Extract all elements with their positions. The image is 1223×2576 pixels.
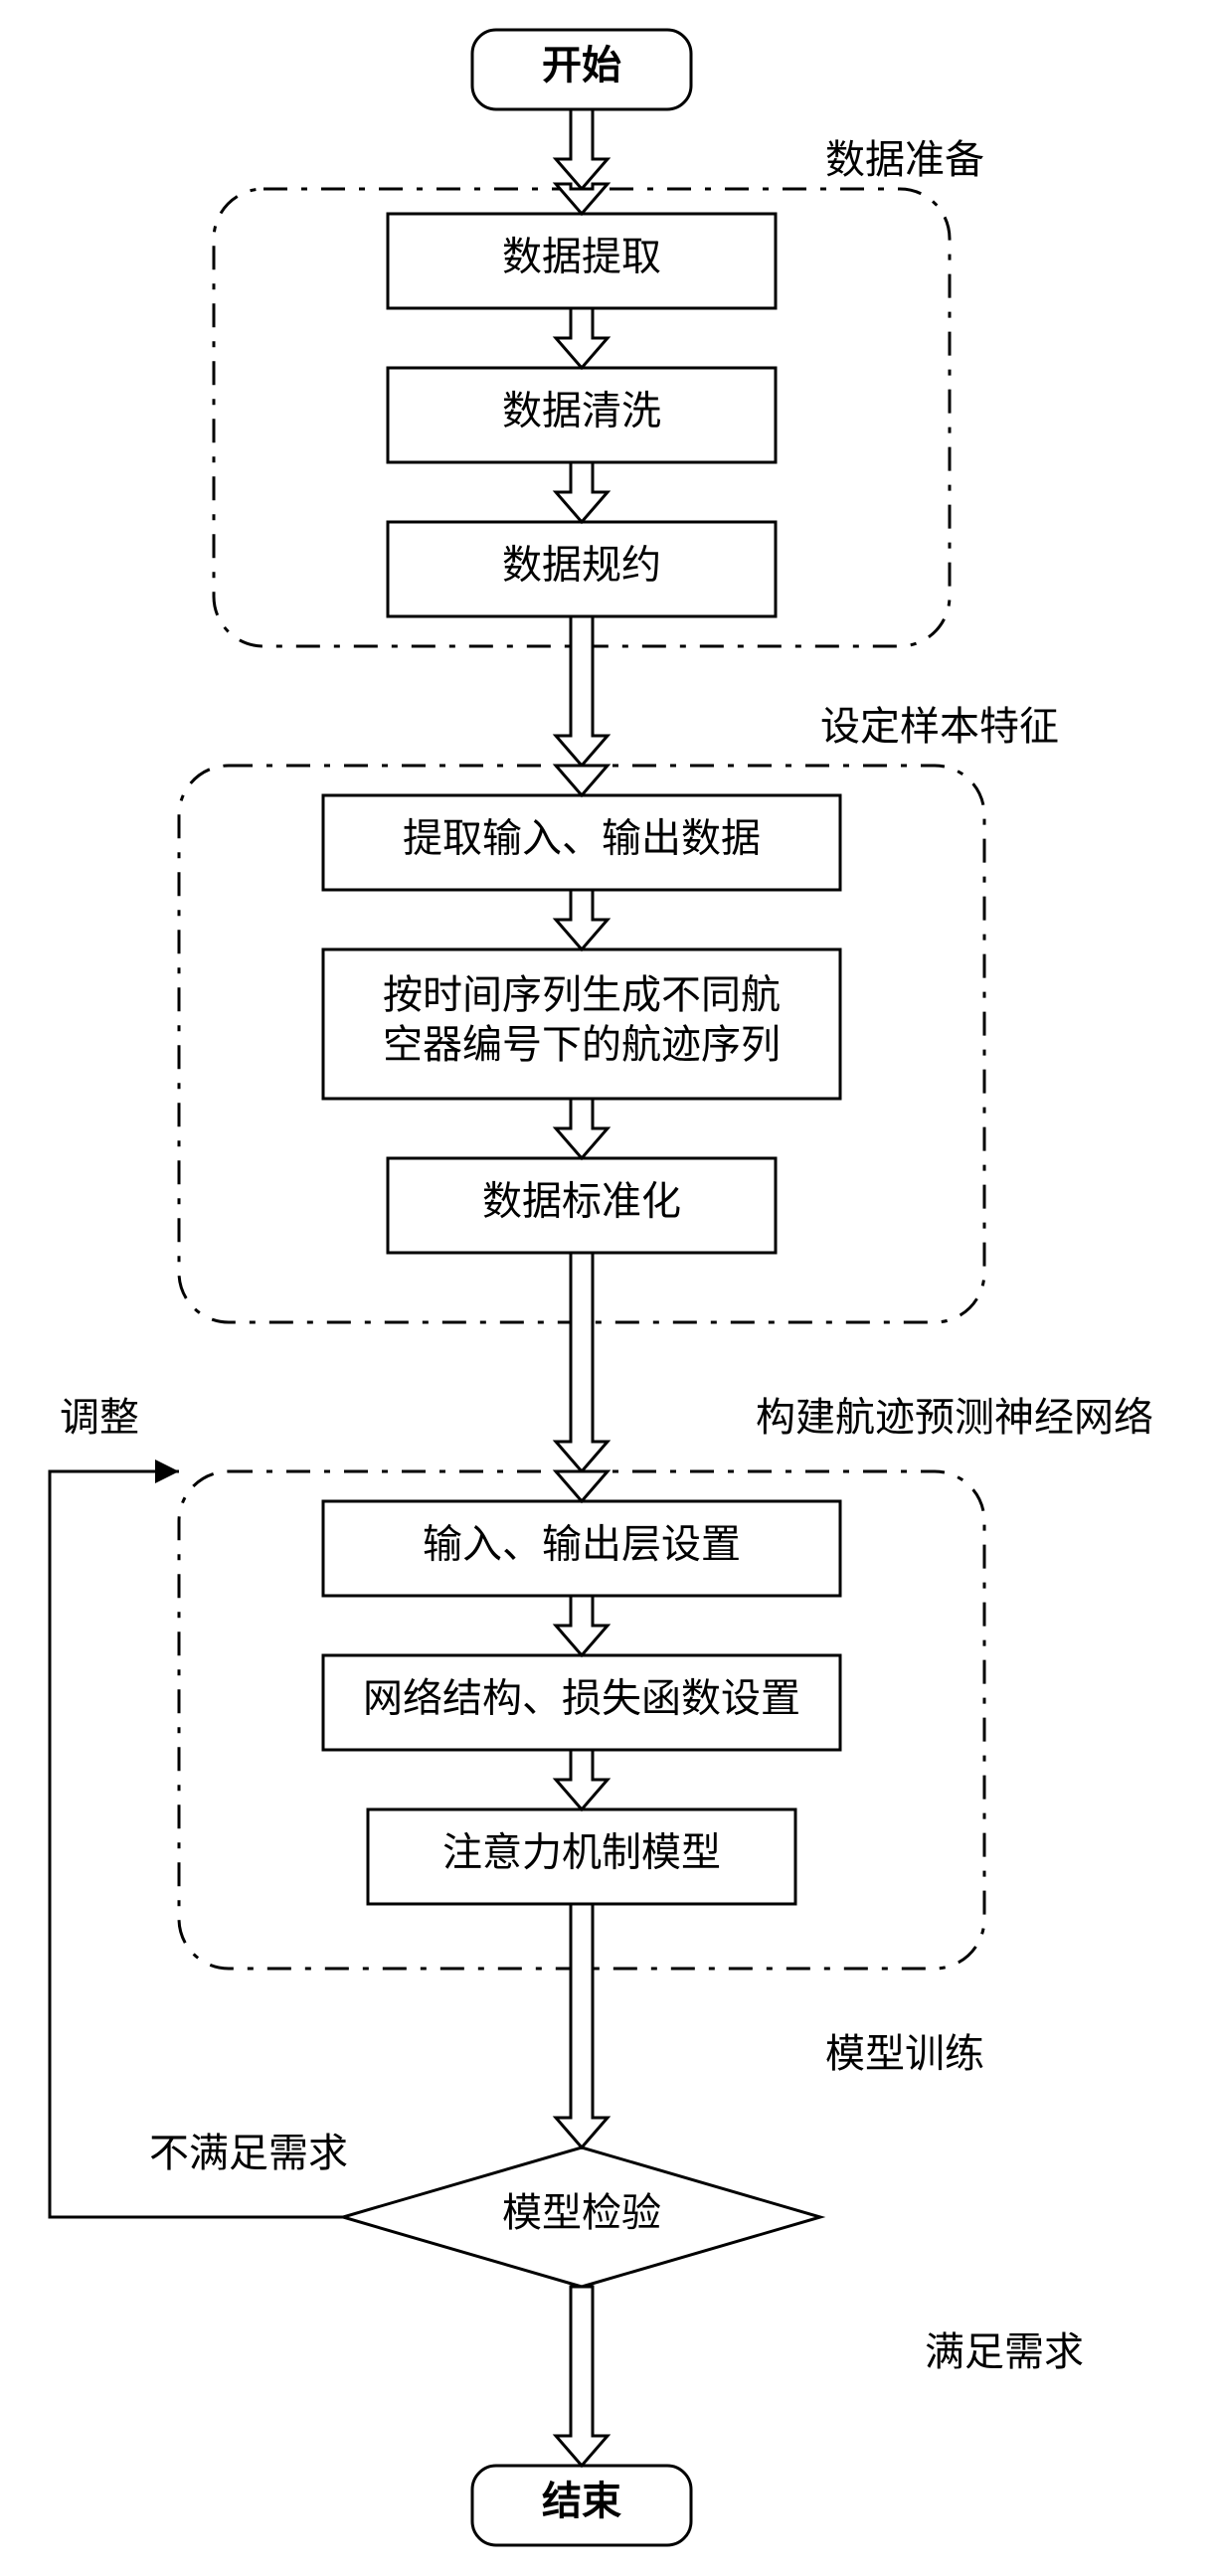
process-label: 数据标准化 xyxy=(482,1179,681,1224)
block-arrow xyxy=(556,1099,608,1158)
group-annotation: 设定样本特征 xyxy=(820,704,1059,749)
block-arrow xyxy=(556,109,608,189)
process-label: 空器编号下的航迹序列 xyxy=(383,1022,781,1067)
block-arrow xyxy=(556,2287,608,2466)
side-annotation: 调整 xyxy=(60,1395,139,1440)
process-label: 网络结构、损失函数设置 xyxy=(363,1676,800,1721)
side-annotation: 满足需求 xyxy=(925,2329,1084,2374)
start-label: 开始 xyxy=(542,43,621,87)
side-annotation: 不满足需求 xyxy=(149,2131,348,2175)
block-arrow xyxy=(556,890,608,949)
block-arrow xyxy=(556,308,608,368)
group-annotation: 数据准备 xyxy=(825,137,984,182)
process-label: 数据清洗 xyxy=(502,389,661,433)
process-label: 数据规约 xyxy=(502,543,661,588)
block-arrow xyxy=(556,616,608,766)
process-label: 提取输入、输出数据 xyxy=(403,816,761,861)
process-label: 输入、输出层设置 xyxy=(423,1522,741,1567)
process-label: 数据提取 xyxy=(502,235,661,279)
block-arrow xyxy=(556,1904,608,2147)
process-label: 按时间序列生成不同航 xyxy=(383,972,781,1017)
block-arrow xyxy=(556,1253,608,1471)
block-arrow xyxy=(556,1750,608,1809)
end-label: 结束 xyxy=(542,2479,621,2523)
block-arrow xyxy=(556,184,608,214)
block-arrow xyxy=(556,1471,608,1501)
block-arrow xyxy=(556,766,608,795)
decision-label: 模型检验 xyxy=(502,2190,661,2235)
block-arrow xyxy=(556,1596,608,1655)
feedback-line xyxy=(50,1471,343,2217)
arrowhead-icon xyxy=(155,1460,179,1483)
group-annotation: 构建航迹预测神经网络 xyxy=(756,1395,1153,1440)
process-label: 注意力机制模型 xyxy=(442,1830,721,1875)
side-annotation: 模型训练 xyxy=(825,2031,984,2076)
block-arrow xyxy=(556,462,608,522)
